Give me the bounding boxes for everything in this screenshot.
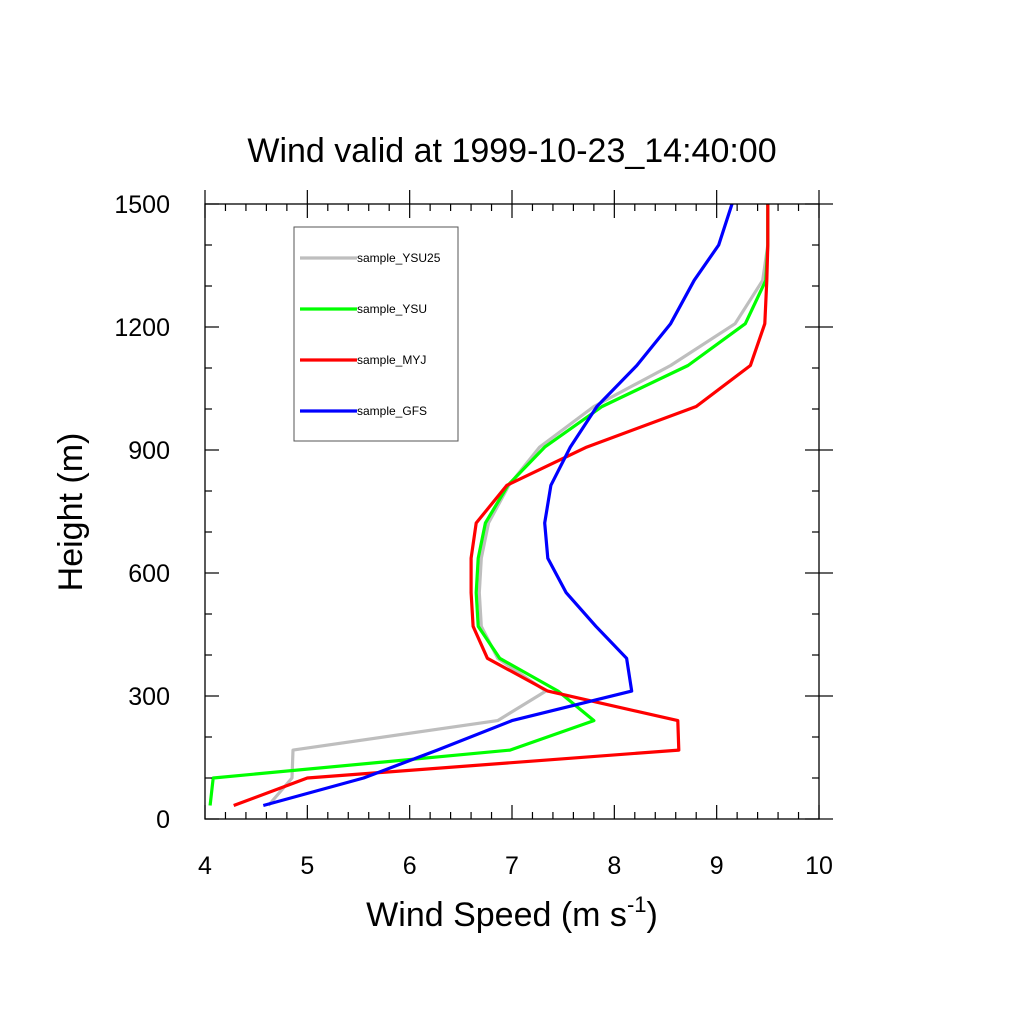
series-line-sample_MYJ [233, 204, 770, 807]
x-axis-label-close: ) [647, 896, 658, 934]
legend: sample_YSU25 sample_YSU sample_MYJ sample_G… [293, 226, 459, 442]
legend-box [293, 226, 459, 442]
x-tick-label: 4 [198, 852, 212, 880]
x-tick-label: 5 [300, 852, 314, 880]
y-tick-labels: 0 300 600 900 1200 1500 [114, 191, 170, 834]
x-tick-labels: 4 5 6 7 8 9 10 [198, 852, 833, 880]
x-axis-label: Wind Speed (m s-1) [366, 892, 658, 934]
series-line-sample_YSU [208, 204, 770, 806]
y-tick-label: 1200 [114, 314, 170, 342]
series-line-sample_GFS [262, 203, 734, 808]
legend-label: sample_GFS [357, 404, 427, 418]
y-tick-label: 0 [156, 806, 170, 834]
x-tick-label: 6 [403, 852, 417, 880]
y-tick-label: 600 [128, 560, 170, 588]
x-tick-label: 7 [505, 852, 519, 880]
x-tick-label: 9 [710, 852, 724, 880]
y-tick-label: 300 [128, 683, 170, 711]
chart-title: Wind valid at 1999-10-23_14:40:00 [247, 132, 776, 170]
series-line-sample_YSU25 [267, 204, 770, 807]
legend-label: sample_YSU25 [357, 251, 441, 265]
x-tick-label: 8 [607, 852, 621, 880]
plot-lines [208, 203, 770, 808]
y-axis-label: Height (m) [52, 433, 90, 592]
legend-label: sample_YSU [357, 302, 427, 316]
x-tick-label: 10 [805, 852, 833, 880]
legend-label: sample_MYJ [357, 353, 426, 367]
axes-frame [204, 190, 833, 820]
x-axis-label-text: Wind Speed (m s [366, 896, 627, 934]
x-axis-label-superscript: -1 [627, 892, 647, 917]
y-tick-label: 900 [128, 437, 170, 465]
y-tick-label: 1500 [114, 191, 170, 219]
